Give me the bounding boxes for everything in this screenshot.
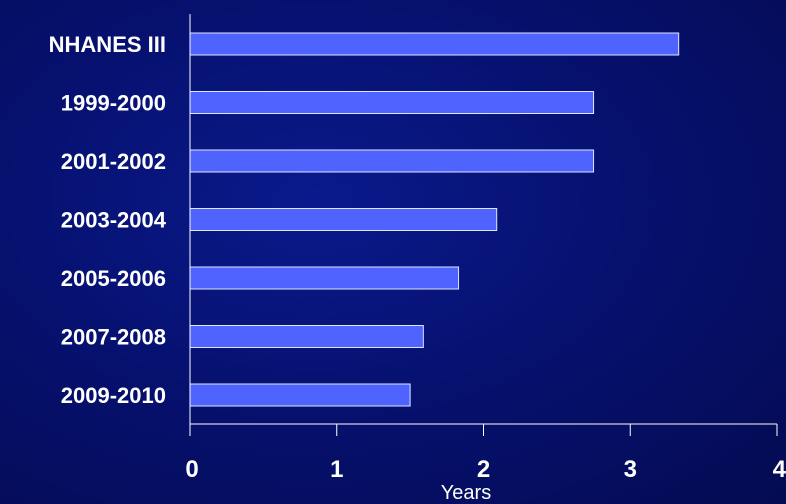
axes-layer: [189, 14, 778, 436]
bars-layer: [189, 32, 680, 407]
category-label: 2001-2002: [61, 149, 166, 174]
bar-1999-2000: [189, 91, 595, 114]
category-label: 2007-2008: [61, 325, 166, 350]
x-tick-label: 3: [624, 456, 637, 483]
bar-2001-2002: [189, 149, 595, 173]
category-label: 1999-2000: [61, 91, 166, 116]
x-tick-label: 1: [330, 456, 343, 483]
bar-nhanes-iii: [189, 32, 680, 56]
category-label: 2003-2004: [61, 208, 167, 233]
category-label: 2009-2010: [61, 383, 166, 408]
x-axis-title: Years: [441, 482, 491, 504]
x-tick-label: 2: [477, 456, 490, 483]
bar-2005-2006: [189, 266, 460, 290]
x-tick-label: 0: [185, 456, 198, 483]
x-tick-label: 4: [773, 456, 786, 483]
bar-2007-2008: [189, 325, 424, 348]
labels-layer: NHANES III 1999-2000 2001-2002 2003-2004 200…: [49, 32, 786, 483]
category-label: NHANES III: [49, 32, 166, 57]
bar-2009-2010: [189, 383, 411, 407]
category-label: 2005-2006: [61, 266, 166, 291]
bar-2003-2004: [189, 208, 498, 231]
